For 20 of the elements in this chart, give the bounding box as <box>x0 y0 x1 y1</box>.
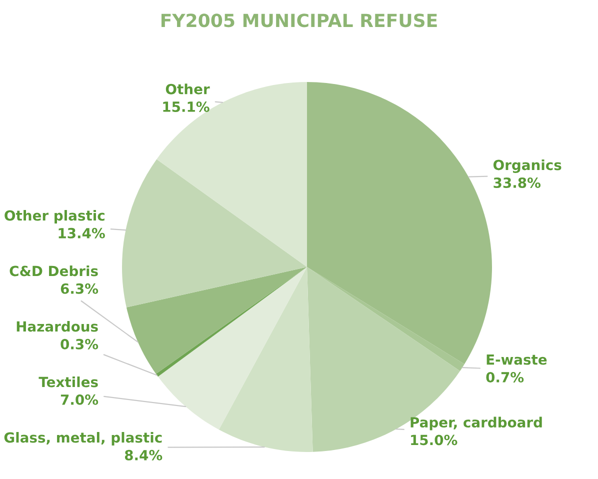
slice-label: Glass, metal, plastic <box>4 432 162 446</box>
slice-label: Other plastic <box>4 210 104 224</box>
slice-label: Hazardous <box>16 320 98 332</box>
pie-slice <box>156 267 307 377</box>
data-label: 33.8% <box>494 177 541 188</box>
slice-label: Textiles <box>38 376 98 388</box>
data-label: 6.3% <box>60 283 98 294</box>
data-label: 7.0% <box>60 394 98 405</box>
data-label: 0.3% <box>60 338 98 350</box>
data-label: 8.4% <box>124 450 162 460</box>
chart-title: FY2005 MUNICIPAL REFUSE <box>162 14 437 28</box>
data-label: 15.1% <box>163 101 210 112</box>
slice-label: E-waste <box>486 354 547 365</box>
slice-label: C&D Debris <box>10 265 98 276</box>
slice-label: Organics <box>493 159 562 173</box>
data-label: 0.7% <box>486 372 524 382</box>
slice-label: Other <box>166 84 210 94</box>
slice-label: Paper, cardboard <box>410 416 542 430</box>
data-label: 15.0% <box>411 434 458 446</box>
data-label: 13.4% <box>58 228 105 238</box>
